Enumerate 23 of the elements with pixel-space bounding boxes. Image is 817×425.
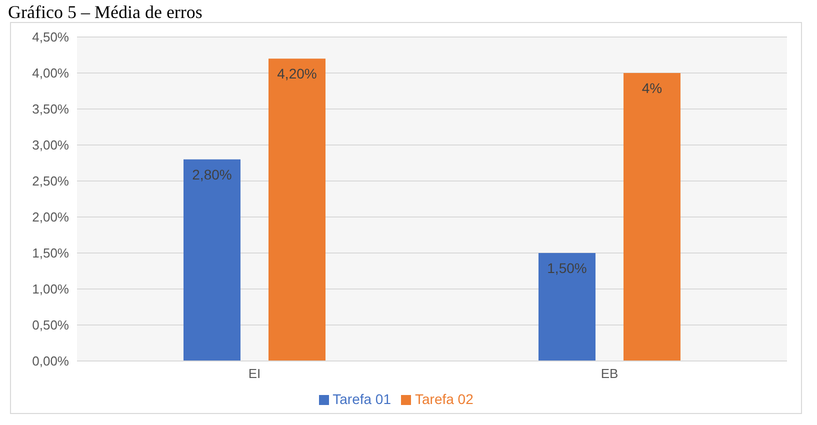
- y-tick-label: 1,00%: [32, 282, 70, 297]
- y-tick-label: 3,00%: [32, 138, 70, 153]
- bar: [624, 73, 680, 361]
- data-label: 4,20%: [277, 66, 317, 82]
- y-tick-label: 2,50%: [32, 174, 70, 189]
- chart-title: Gráfico 5 – Média de erros: [8, 2, 204, 22]
- bar: [538, 253, 596, 361]
- y-tick-label: 1,50%: [32, 246, 70, 261]
- bar: [184, 159, 240, 361]
- data-label: 1,50%: [547, 260, 587, 276]
- data-label: 4%: [642, 80, 662, 96]
- x-tick-label: EB: [600, 366, 618, 382]
- y-tick-label: 0,00%: [32, 354, 70, 369]
- legend-label: Tarefa 02: [415, 391, 474, 407]
- y-tick-label: 0,50%: [32, 318, 70, 333]
- y-tick-label: 4,00%: [32, 66, 70, 81]
- y-tick-label: 4,50%: [32, 30, 70, 45]
- bar: [268, 58, 326, 361]
- x-tick-label: EI: [248, 366, 261, 382]
- y-tick-label: 3,50%: [32, 102, 70, 117]
- legend-label: Tarefa 01: [332, 391, 391, 407]
- y-tick-label: 2,00%: [32, 210, 70, 225]
- data-label: 2,80%: [192, 166, 232, 182]
